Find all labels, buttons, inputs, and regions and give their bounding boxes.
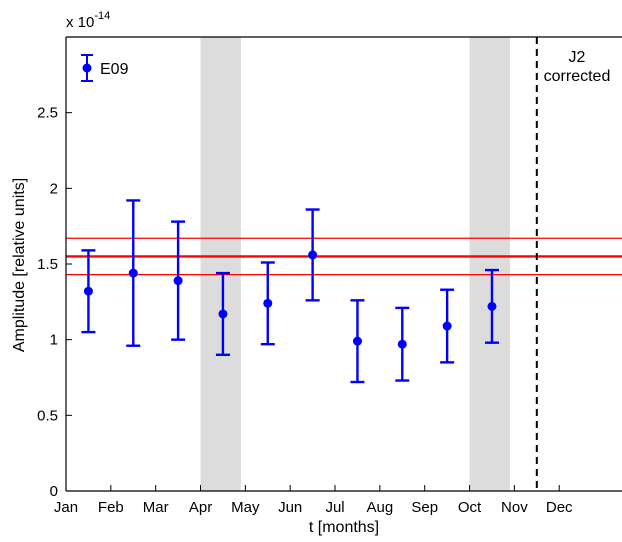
data-point-10: [484, 268, 499, 344]
data-marker: [173, 276, 183, 286]
data-marker: [397, 339, 407, 349]
x-tick-label: Apr: [189, 499, 212, 516]
y-tick-label: 0: [50, 483, 58, 500]
x-tick-label: Jun: [278, 499, 302, 516]
data-marker: [487, 301, 497, 311]
x-axis-title: t [months]: [309, 519, 379, 536]
data-point-5: [260, 261, 275, 346]
x-tick-label: Jul: [325, 499, 344, 516]
data-marker: [308, 250, 318, 260]
x-tick-label: Oct: [458, 499, 482, 516]
y-multiplier-exponent: -14: [94, 10, 110, 22]
data-point-4: [215, 271, 230, 356]
y-tick-label: 1: [50, 332, 58, 349]
x-tick-label: Feb: [98, 499, 124, 516]
data-marker: [442, 321, 452, 331]
data-marker: [128, 268, 138, 278]
data-point-7: [350, 299, 365, 384]
annotation-line1: J2: [569, 49, 586, 66]
x-tick-label: May: [231, 499, 260, 516]
y-tick-label: 2.5: [37, 105, 58, 122]
data-marker: [352, 336, 362, 346]
data-marker: [263, 298, 273, 308]
y-tick-label: 1.5: [37, 256, 58, 273]
x-tick-label: Mar: [143, 499, 169, 516]
x-tick-label: Jan: [54, 499, 78, 516]
shaded-region-1: [200, 37, 241, 491]
data-point-8: [395, 306, 410, 382]
y-tick-label: 2: [50, 180, 58, 197]
y-multiplier-base: x 10: [66, 14, 94, 31]
x-tick-label: Aug: [367, 499, 394, 516]
y-axis-title: Amplitude [relative units]: [11, 178, 28, 352]
x-tick-label: Sep: [411, 499, 438, 516]
data-point-1: [81, 249, 96, 334]
annotation-j2: J2 corrected: [544, 49, 611, 85]
data-marker: [83, 286, 93, 296]
data-point-2: [126, 199, 141, 347]
y-tick-label: 0.5: [37, 407, 58, 424]
data-marker: [218, 309, 228, 319]
legend-marker: [82, 63, 92, 73]
x-tick-label: Dec: [546, 499, 573, 516]
x-tick-label: Nov: [501, 499, 528, 516]
legend-label: E09: [100, 61, 129, 78]
shaded-region-2: [469, 37, 510, 491]
data-point-9: [440, 288, 455, 364]
annotation-line2: corrected: [544, 68, 611, 85]
data-point-6: [305, 208, 320, 302]
data-point-3: [171, 220, 186, 341]
y-multiplier: x 10-14: [66, 10, 110, 31]
legend: E09: [81, 54, 129, 82]
